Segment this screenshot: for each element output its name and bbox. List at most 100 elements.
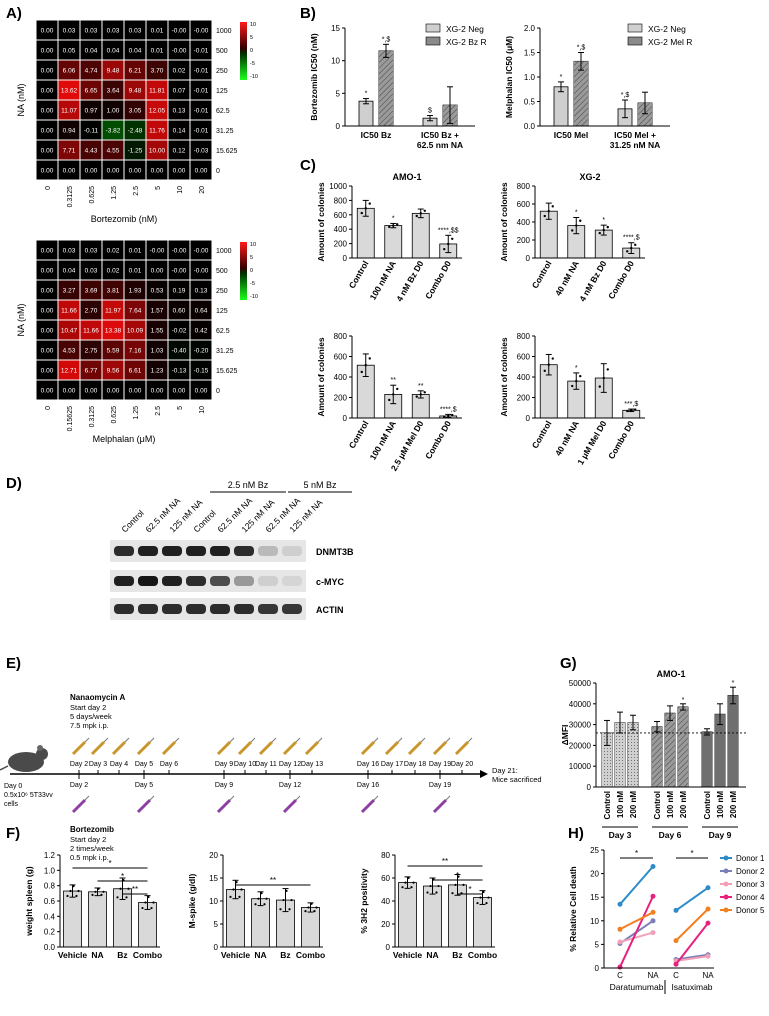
y-tick-label: 400 [334, 225, 348, 234]
blot-band [186, 576, 206, 586]
x-tick-label: NA [647, 971, 659, 980]
bar [411, 212, 430, 259]
colorbar-tick: 5 [250, 255, 253, 261]
heatmap-xlabel: Melphalan (μM) [93, 434, 156, 444]
y-axis-label: Amount of colonies [499, 337, 509, 417]
series-point [705, 920, 711, 926]
heatmap-y-tick: 0 [216, 388, 220, 395]
heatmap-cell-value: 3.70 [151, 68, 164, 75]
syringe-icon [216, 740, 232, 756]
heatmap-cell-value: 5.59 [107, 348, 120, 355]
mouse-tail [0, 765, 9, 771]
data-point [598, 385, 601, 388]
category-label: 40 nM NA [553, 419, 581, 458]
series-line [675, 886, 709, 912]
chart-H: 0 5 10 15 20 25 % Relative Cell death C NA Daratu… [568, 846, 765, 992]
category-label: 200 nM [729, 791, 738, 818]
group-label: Day 3 [609, 830, 632, 840]
bar-pattern [379, 50, 393, 126]
data-point [69, 889, 72, 893]
data-point [435, 891, 438, 894]
data-point [360, 370, 363, 374]
na-day-label: Day 2 [70, 761, 88, 768]
data-point [141, 906, 144, 910]
data-point [100, 893, 103, 896]
bar [88, 891, 107, 948]
significance-mark: ** [132, 885, 138, 894]
blot-band [114, 604, 134, 614]
chart-title: XG-2 [579, 172, 600, 182]
heatmap-cell-value: 0.01 [129, 268, 142, 275]
heatmap-cell-value: -0.00 [172, 248, 187, 255]
data-point [462, 883, 465, 887]
data-point [551, 205, 554, 208]
y-tick-label: 800 [334, 332, 348, 341]
heatmap-cell-value: 0.07 [173, 88, 186, 95]
data-point [479, 896, 482, 899]
blot-band [138, 576, 158, 586]
y-tick-label: 600 [517, 200, 531, 209]
significance-mark: * [121, 872, 124, 881]
data-point [304, 910, 307, 913]
heatmap-cell-value: 7.16 [129, 348, 142, 355]
category-label: 40 nM NA [553, 259, 581, 298]
y-tick-label: 20 [590, 870, 599, 879]
heatmap-cell-value: 7.64 [129, 308, 142, 315]
heatmap-cell-value: 3.27 [63, 288, 76, 295]
syringe-icon [237, 740, 253, 756]
data-point [429, 884, 432, 888]
data-point [443, 415, 446, 419]
heatmap-x-tick: 10 [199, 406, 206, 414]
significance-mark: *,$ [577, 45, 586, 52]
significance-mark: ** [270, 876, 276, 885]
significance-mark: * [690, 849, 693, 858]
heatmap-cell-value: 0.02 [107, 268, 120, 275]
legend-label: XG-2 Bz R [446, 37, 487, 47]
heatmap-x-tick: 0.625 [89, 186, 96, 204]
y-tick-label: 20 [381, 920, 390, 929]
bz-info: Start day 2 [70, 835, 106, 844]
blot-band [210, 576, 230, 586]
heatmap-cell-value: 0.00 [129, 168, 142, 175]
data-point [443, 247, 446, 251]
category-label: Combo D0 [606, 259, 636, 301]
heatmap-cell-value: 0.03 [85, 248, 98, 255]
legend-point [723, 881, 729, 887]
significance-mark: ** [391, 377, 397, 384]
y-tick-label: 800 [517, 332, 531, 341]
na-day-label: Day 16 [357, 761, 379, 768]
heatmap-x-tick: 0 [45, 186, 52, 190]
heatmap-cell-value: 10.00 [149, 148, 166, 155]
y-tick-label: 60 [381, 874, 390, 883]
legend-swatch [627, 23, 643, 33]
heatmap-cell-value: -0.00 [194, 268, 209, 275]
bar [423, 885, 442, 948]
heatmap-cell-value: 0.03 [85, 28, 98, 35]
y-tick-label: 0 [587, 783, 592, 792]
heatmap-x-tick: 2.5 [155, 406, 162, 416]
heatmap-cell-value: 0.00 [41, 48, 54, 55]
heatmap-cell-value: 1.23 [151, 368, 164, 375]
y-tick-label: 80 [381, 851, 390, 860]
heatmap-y-tick: 62.5 [216, 108, 230, 115]
syringe-needle [84, 795, 90, 801]
data-point [454, 883, 457, 887]
legend-label: XG-2 Neg [648, 24, 686, 34]
data-point [232, 888, 235, 891]
colorbar-tick: 5 [250, 35, 253, 41]
series-line [619, 865, 654, 905]
end-info: Mice sacrificed [492, 775, 542, 784]
band-label: DNMT3B [316, 547, 354, 557]
heatmap-cell-value: -0.13 [172, 368, 187, 375]
y-tick-label: 0.0 [524, 122, 536, 131]
y-tick-label: 1.2 [44, 851, 56, 860]
syringe-icon [282, 798, 298, 814]
heatmap-x-tick: 0.625 [111, 406, 118, 424]
data-point [451, 237, 454, 240]
series-line [675, 922, 709, 965]
syringe-needle [373, 795, 379, 801]
bz-info: 2 times/week [70, 844, 114, 853]
data-point [279, 908, 282, 911]
category-label: Bz [117, 950, 127, 960]
